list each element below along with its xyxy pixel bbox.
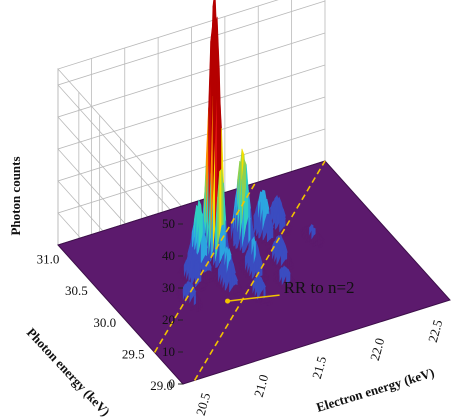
surface-strip	[270, 302, 273, 306]
grid-walls	[57, 0, 326, 386]
surface-strip	[237, 292, 241, 297]
surface-strip	[200, 300, 203, 305]
surface-strip	[211, 271, 215, 279]
z-tick-label: 10	[162, 344, 175, 359]
surface-strip	[296, 287, 300, 291]
surface-strip	[320, 239, 323, 245]
annotation-label: RR to n=2	[284, 278, 355, 297]
x-tick-label: 20.5	[193, 391, 213, 417]
annotation-marker	[225, 298, 231, 304]
rr-lines	[153, 160, 326, 381]
x-tick-label: 22.0	[367, 336, 387, 362]
y-tick-label: 29.0	[150, 378, 173, 393]
y-tick-label: 30.0	[93, 315, 116, 330]
surface-strip	[264, 281, 268, 285]
surface-strip	[289, 225, 293, 229]
surface-strip	[235, 284, 239, 294]
surface-strip	[266, 277, 270, 281]
surface	[176, 0, 325, 313]
surface-strip	[205, 270, 208, 281]
rr-dashed-line	[193, 160, 326, 381]
x-tick-label: 21.5	[309, 355, 329, 381]
surface-strip	[205, 279, 209, 284]
surface-strip	[207, 270, 211, 281]
surface-strip	[233, 284, 237, 295]
surface-strip	[296, 284, 300, 288]
surface-strip	[209, 270, 213, 280]
surface-strip	[267, 296, 271, 303]
surface-strip	[209, 278, 213, 283]
surface-strip	[203, 287, 207, 291]
surface-strip	[196, 302, 199, 310]
surface-strip	[287, 258, 290, 268]
z-tick-label: 20	[162, 312, 175, 327]
surface-strip	[262, 275, 266, 282]
z-axis-title: Photon counts	[8, 156, 23, 235]
surface-strip	[289, 227, 293, 232]
x-tick-label: 22.5	[425, 318, 445, 344]
surface-strip	[200, 308, 204, 312]
z-tick-label: 30	[162, 280, 175, 295]
surface-strip	[211, 277, 215, 282]
surface-strip	[287, 232, 291, 236]
y-tick-label: 31.0	[37, 252, 60, 267]
x-axis-title: Electron energy (keV)	[314, 365, 436, 415]
surface-strip	[201, 287, 205, 292]
z-tick-label: 40	[162, 248, 175, 263]
surface-strip	[207, 278, 211, 284]
surface-strip	[199, 280, 203, 290]
surface-strip	[269, 297, 273, 302]
rr-dashed-line	[153, 182, 257, 353]
y-tick-label: 29.5	[122, 346, 145, 361]
surface-strip	[291, 262, 295, 267]
z-tick-label: 0	[169, 376, 176, 391]
surface-strip	[291, 266, 295, 270]
surface-strip	[322, 237, 325, 241]
surface-strip	[239, 292, 243, 296]
surface-strip	[317, 239, 321, 246]
surface-strip	[285, 258, 288, 269]
z-tick-label: 50	[162, 216, 175, 231]
annotation-group: RR to n=2	[225, 278, 355, 304]
surface-strip	[291, 259, 295, 264]
surface-strip	[200, 303, 203, 308]
surface-strip	[198, 302, 201, 309]
surface-strip	[266, 274, 270, 278]
y-axis-title: Photon energy (keV)	[24, 325, 113, 419]
x-tick-label: 21.0	[251, 373, 271, 399]
surface-strip	[322, 240, 325, 245]
surface-strip	[267, 302, 271, 306]
surface-strip	[289, 266, 293, 271]
surface-strip	[239, 287, 243, 293]
surface-strip	[205, 283, 209, 288]
surface-strip	[201, 280, 205, 289]
y-tick-label: 30.5	[65, 283, 88, 298]
surface-strip	[320, 244, 323, 248]
surface-strip	[235, 292, 239, 297]
surface-strip	[285, 232, 289, 237]
surface-strip	[285, 225, 289, 234]
annotation-leader	[227, 294, 280, 302]
ticks: 0 10 20 30 40 50 29.0 29.5 30.0 30.5 31.0 20.5 21.0 2…	[37, 216, 446, 417]
surface-strip	[198, 308, 201, 312]
surface-strip	[265, 296, 269, 304]
surface-strip	[271, 237, 275, 245]
